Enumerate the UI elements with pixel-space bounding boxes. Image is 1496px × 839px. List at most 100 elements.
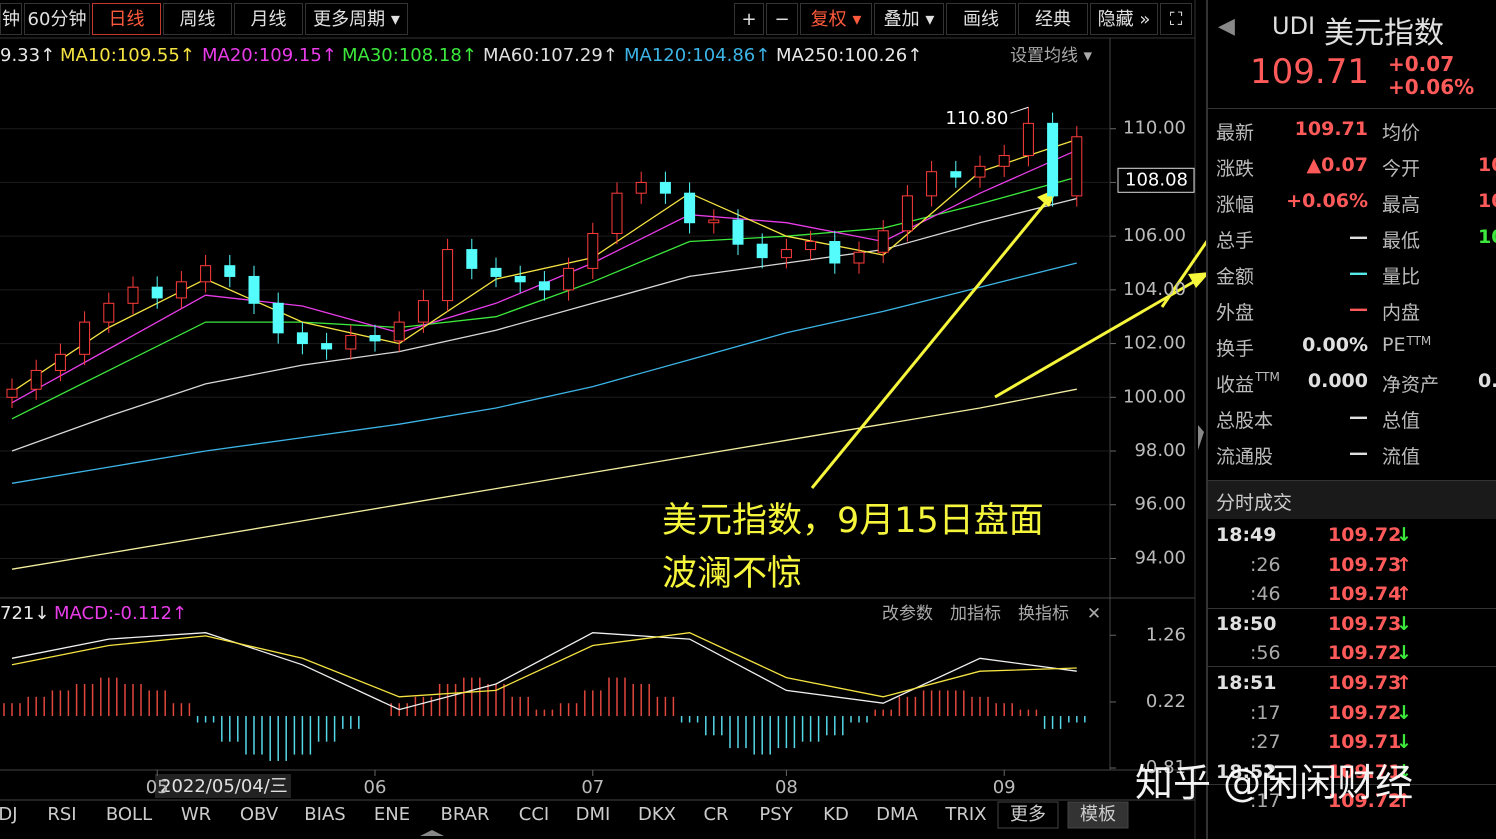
trade-row: 18:51 109.73 ↑ xyxy=(1216,670,1496,699)
toolbar-button[interactable]: 月线 xyxy=(234,3,303,35)
quote-label: 量比 xyxy=(1382,266,1421,288)
quote-value: — xyxy=(1349,262,1368,284)
ma-line xyxy=(11,262,1077,484)
candle-body xyxy=(877,230,889,253)
indicator-tab[interactable]: DJ xyxy=(0,804,18,825)
indicator-tab[interactable]: CCI xyxy=(519,804,549,825)
candle-body xyxy=(127,286,139,304)
toolbar-button[interactable]: 经典 xyxy=(1018,3,1088,35)
trade-price: 109.73 xyxy=(1328,553,1402,576)
ma-settings: 设置均线 ▾ xyxy=(1010,46,1092,66)
candle-body xyxy=(369,335,381,342)
change: +0.07 xyxy=(1388,52,1455,76)
trade-arrow: ↓ xyxy=(1396,701,1412,724)
trade-time: :26 xyxy=(1250,553,1281,576)
trade-time: :17 xyxy=(1250,790,1281,813)
candle-body xyxy=(466,249,478,269)
trade-row: 18:49 109.72 ↓ xyxy=(1216,522,1496,551)
toolbar-button[interactable]: 周线 xyxy=(163,3,232,35)
quote-value: 109. xyxy=(1478,154,1496,176)
quote-label: 收益TTM xyxy=(1216,370,1280,396)
indicator-button[interactable]: ✕ xyxy=(1087,604,1101,624)
indicator-tab[interactable]: 更多 xyxy=(1010,804,1046,825)
indicator-tab[interactable]: OBV xyxy=(240,804,279,825)
indicator-button[interactable]: 换指标 xyxy=(1018,604,1069,624)
divider xyxy=(1208,666,1496,667)
indicator-tab[interactable]: WR xyxy=(181,804,211,825)
indicator-button[interactable]: 加指标 xyxy=(950,604,1001,624)
y-tick-label: -0.81 xyxy=(1139,757,1186,778)
x-tick-label: 08 xyxy=(775,777,798,798)
quote-label: 外盘 xyxy=(1216,302,1255,324)
collapse-handle[interactable] xyxy=(1198,425,1204,450)
quote-value: 0.000 xyxy=(1307,370,1368,392)
y-tick-label: 98.00 xyxy=(1134,440,1186,461)
macd-legend: 721↓ xyxy=(0,603,49,624)
back-arrow[interactable]: ◀ xyxy=(1218,14,1235,39)
ma-legend: MA60:107.29↑ xyxy=(483,45,618,66)
candle-body xyxy=(175,281,187,299)
trade-price: 109.71 xyxy=(1328,731,1402,754)
toolbar-button[interactable]: 60分钟 xyxy=(24,3,90,35)
candle-body xyxy=(442,249,454,302)
indicator-tab[interactable]: BRAR xyxy=(441,804,490,825)
trade-arrow: ↓ xyxy=(1396,731,1412,754)
candle-body xyxy=(345,335,357,350)
toolbar-button[interactable]: 叠加 ▾ xyxy=(874,3,944,35)
candle-body xyxy=(1022,122,1034,157)
ma-legend: MA120:104.86↑ xyxy=(624,45,770,66)
indicator-tab[interactable]: DMI xyxy=(576,804,611,825)
candle-body xyxy=(538,281,550,291)
indicator-tab[interactable]: PSY xyxy=(759,804,793,825)
symbol: UDI xyxy=(1272,12,1316,40)
quote-value: 109. xyxy=(1478,226,1496,248)
indicator-tab[interactable]: BIAS xyxy=(304,804,345,825)
quote-label: 换手 xyxy=(1216,338,1255,360)
macd-line xyxy=(11,632,1077,698)
indicator-tab[interactable]: TRIX xyxy=(944,804,986,825)
quote-row: 流通股 — 流值 xyxy=(1216,438,1496,474)
quote-value: — xyxy=(1349,406,1368,428)
indicator-button[interactable]: 改参数 xyxy=(882,604,933,624)
trade-arrow: ↑ xyxy=(1396,583,1412,606)
candle-body xyxy=(1047,122,1059,197)
indicator-tab[interactable]: BOLL xyxy=(106,804,152,825)
toolbar-button[interactable]: + xyxy=(734,3,764,35)
trade-time: :56 xyxy=(1250,642,1281,665)
quote-value: ▲0.07 xyxy=(1306,154,1369,176)
candle-body xyxy=(635,181,647,194)
divider xyxy=(1208,108,1496,109)
toolbar-button[interactable]: 复权 ▾ xyxy=(800,3,872,35)
toolbar-button[interactable]: 日线 xyxy=(92,3,161,35)
toolbar-button[interactable]: 隐藏 » xyxy=(1090,3,1158,35)
indicator-tab[interactable]: DKX xyxy=(638,804,676,825)
candle-body xyxy=(587,232,599,269)
scroll-handle[interactable] xyxy=(420,830,444,836)
indicator-tab[interactable]: CR xyxy=(703,804,728,825)
arrow-line xyxy=(810,194,1054,489)
trade-time: 18:49 xyxy=(1216,524,1277,546)
candle-body xyxy=(974,165,986,178)
indicator-tab[interactable]: DMA xyxy=(876,804,918,825)
trade-row: :56 109.72 ↓ xyxy=(1216,640,1496,669)
indicator-tab[interactable]: 模板 xyxy=(1080,804,1116,825)
candle-body xyxy=(659,181,671,194)
date-tooltip: 2022/05/04/三 xyxy=(160,776,288,797)
indicator-tab[interactable]: KD xyxy=(823,804,849,825)
toolbar-button[interactable]: 钟 xyxy=(0,3,22,35)
candle-body xyxy=(950,171,962,178)
quote-row: 涨幅 +0.06% 最高 109. xyxy=(1216,186,1496,222)
indicator-tab[interactable]: RSI xyxy=(47,804,76,825)
ma-legend: MA250:100.26↑ xyxy=(776,45,922,66)
quote-label-sup: TTM xyxy=(1255,370,1280,384)
y-tick-label: 94.00 xyxy=(1134,547,1186,568)
indicator-tab[interactable]: ENE xyxy=(374,804,410,825)
toolbar-button[interactable]: 更多周期 ▾ xyxy=(305,3,408,35)
toolbar-button[interactable]: − xyxy=(766,3,798,35)
toolbar-button[interactable]: 画线 xyxy=(946,3,1016,35)
toolbar-button[interactable]: ⛶ xyxy=(1160,3,1192,35)
ma-line xyxy=(11,197,1077,452)
instrument-name: 美元指数 xyxy=(1324,16,1444,51)
trade-time: :27 xyxy=(1250,731,1281,754)
